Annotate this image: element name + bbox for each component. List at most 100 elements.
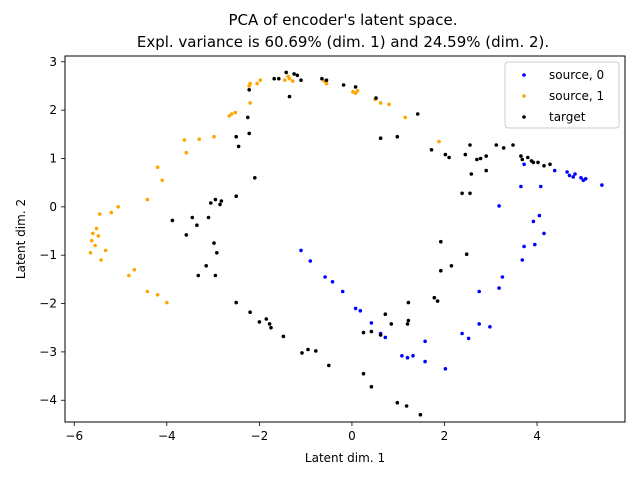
data-point: [213, 197, 218, 202]
legend-marker-target: [522, 115, 526, 119]
data-point: [579, 176, 583, 180]
data-point: [520, 157, 525, 162]
data-point: [531, 219, 536, 224]
data-point: [341, 83, 346, 87]
data-point: [466, 336, 471, 341]
data-point: [418, 412, 423, 417]
y-tick-label: 2: [49, 103, 57, 117]
data-point: [212, 134, 216, 139]
data-point: [573, 172, 577, 176]
data-point: [447, 155, 451, 160]
data-point: [369, 321, 374, 325]
x-tick-label: 4: [533, 429, 541, 443]
data-point: [93, 243, 97, 248]
data-point: [439, 239, 443, 244]
data-point: [439, 268, 443, 273]
data-point: [477, 322, 482, 326]
y-axis-ticks: −4 −3 −2 −1 0 1 2 3: [39, 55, 65, 407]
data-point: [378, 136, 383, 140]
data-point: [533, 242, 537, 247]
data-point: [423, 359, 427, 364]
data-point: [539, 184, 543, 189]
data-point: [190, 215, 195, 220]
data-point: [361, 330, 366, 335]
data-point: [355, 89, 360, 93]
data-point: [267, 322, 272, 326]
data-point: [383, 335, 388, 340]
data-point: [206, 215, 211, 220]
data-point: [353, 85, 358, 89]
data-point: [182, 138, 187, 142]
legend-label-source-1: source, 1: [549, 89, 604, 103]
data-point: [94, 226, 99, 231]
data-point: [531, 160, 536, 165]
data-point: [353, 91, 358, 95]
data-point: [500, 275, 505, 279]
data-point: [281, 334, 286, 339]
data-point: [99, 258, 103, 262]
data-point: [378, 333, 383, 337]
data-point: [358, 309, 363, 313]
data-point: [475, 157, 479, 162]
data-point: [526, 155, 530, 160]
data-point: [320, 76, 324, 81]
data-point: [435, 299, 440, 303]
data-point: [522, 244, 526, 249]
legend-label-source-0: source, 0: [549, 68, 604, 82]
data-point: [91, 231, 95, 236]
data-point: [257, 320, 262, 324]
data-point: [90, 238, 94, 243]
data-point: [522, 162, 526, 167]
data-point: [300, 351, 304, 355]
data-point: [353, 306, 358, 311]
data-point: [97, 212, 102, 216]
legend-marker-source-1: [522, 94, 526, 98]
data-point: [233, 110, 238, 115]
data-point: [484, 168, 489, 173]
data-point: [299, 248, 303, 253]
data-point: [327, 363, 331, 368]
y-tick-label: −2: [39, 297, 57, 311]
data-point: [314, 349, 318, 353]
data-point: [236, 144, 241, 149]
data-point: [170, 218, 175, 223]
data-point: [248, 101, 252, 105]
data-point: [287, 76, 292, 81]
data-point: [299, 78, 303, 82]
x-tick-label: 0: [348, 429, 356, 443]
data-point: [204, 264, 208, 268]
data-point: [406, 318, 411, 323]
data-point: [284, 70, 289, 75]
data-point: [292, 72, 296, 76]
y-tick-label: −3: [39, 345, 57, 359]
data-point: [395, 134, 400, 139]
data-point: [497, 286, 501, 290]
data-point: [468, 143, 472, 147]
data-point: [258, 78, 263, 82]
data-point: [536, 160, 540, 165]
data-point: [219, 199, 224, 203]
data-point: [443, 367, 448, 371]
data-point: [184, 150, 189, 155]
data-point: [583, 177, 588, 181]
data-point: [478, 156, 483, 161]
data-point: [497, 204, 501, 208]
data-point: [565, 170, 569, 174]
data-point: [295, 73, 300, 78]
data-point: [369, 384, 374, 389]
data-point: [383, 312, 388, 317]
x-tick-label: −2: [251, 429, 269, 443]
data-point: [165, 300, 169, 305]
data-point: [215, 251, 219, 255]
legend: source, 0 source, 1 target: [504, 61, 620, 129]
y-axis-label: Latent dim. 2: [14, 199, 28, 279]
data-point: [567, 173, 572, 178]
x-axis-ticks: −6 −4 −2 0 2 4: [65, 422, 541, 443]
y-tick-label: 1: [49, 151, 57, 165]
data-point: [520, 258, 525, 262]
data-point: [212, 241, 216, 245]
data-point: [184, 233, 189, 237]
data-point: [330, 280, 335, 284]
data-point: [103, 248, 108, 253]
data-point: [209, 201, 213, 205]
